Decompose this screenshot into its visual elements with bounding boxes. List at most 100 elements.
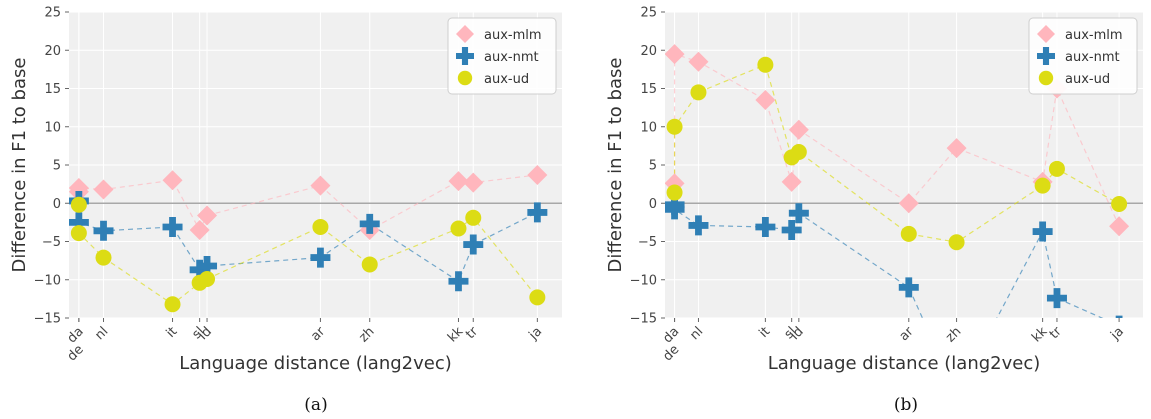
x-tick-label: ar <box>897 324 917 344</box>
data-point-aux-nmt <box>197 255 218 276</box>
x-tick-label: kk <box>445 324 467 346</box>
x-tick-label: nl <box>687 324 706 343</box>
legend-label-aux-mlm: aux-mlm <box>484 28 542 43</box>
legend-marker-aux-ud <box>1038 70 1054 86</box>
data-point-aux-ud <box>1048 160 1065 177</box>
y-tick-label: 5 <box>53 159 61 174</box>
legend-label-aux-nmt: aux-nmt <box>1065 50 1120 65</box>
data-point-aux-mlm <box>310 175 331 196</box>
data-point-aux-mlm <box>898 193 919 214</box>
data-point-aux-nmt <box>1115 315 1123 318</box>
data-point-aux-nmt <box>688 215 709 236</box>
legend-marker-aux-ud <box>457 70 473 86</box>
legend-label-aux-ud: aux-ud <box>484 72 529 87</box>
data-point-aux-ud <box>70 196 87 213</box>
data-point-aux-mlm <box>527 164 548 185</box>
legend-box <box>447 17 557 95</box>
data-point-aux-nmt <box>781 220 802 241</box>
y-tick-label: 5 <box>649 159 657 174</box>
legend-label-aux-ud: aux-ud <box>1065 72 1110 87</box>
data-point-aux-mlm <box>93 179 114 200</box>
data-point-aux-mlm <box>197 205 218 226</box>
data-point-aux-ud <box>690 84 707 101</box>
data-point-aux-mlm <box>69 177 89 198</box>
y-tick-label: 25 <box>640 6 657 21</box>
y-tick-label: 25 <box>44 6 61 21</box>
data-point-aux-mlm <box>755 89 776 110</box>
data-point-aux-ud <box>790 143 807 160</box>
data-point-aux-ud <box>757 56 774 73</box>
x-tick-label: it <box>756 324 773 341</box>
figure-caption: (b) <box>894 395 918 415</box>
y-tick-label: −10 <box>630 273 657 288</box>
y-tick-label: 10 <box>44 120 61 135</box>
data-point-aux-nmt <box>527 202 548 223</box>
data-point-aux-mlm <box>781 171 802 192</box>
data-point-aux-ud <box>666 118 683 135</box>
x-tick-label: nl <box>92 324 111 343</box>
y-tick-label: 15 <box>44 82 61 97</box>
x-tick-label: tr <box>1047 324 1065 342</box>
data-point-aux-nmt <box>69 212 89 233</box>
data-point-aux-nmt <box>189 259 210 280</box>
x-tick-label: ja <box>526 324 546 344</box>
plot-area <box>69 164 548 313</box>
y-tick-label: 20 <box>640 44 657 59</box>
data-point-aux-mlm <box>688 51 709 72</box>
plot-area <box>665 44 1130 318</box>
data-point-aux-ud <box>1111 196 1128 213</box>
y-tick-label: 10 <box>640 120 657 135</box>
y-tick-label: −15 <box>630 312 657 327</box>
data-point-aux-ud <box>361 256 378 273</box>
series-line-aux-ud <box>673 63 1120 243</box>
x-tick-label: zh <box>943 324 964 345</box>
x-tick-label: ar <box>308 324 328 344</box>
data-point-aux-nmt <box>93 220 114 241</box>
y-tick-label: 20 <box>44 44 61 59</box>
x-axis-label: Language distance (lang2vec) <box>768 353 1041 374</box>
y-tick-label: 15 <box>640 82 657 97</box>
x-tick-label: it <box>164 324 181 341</box>
data-point-aux-ud <box>450 220 467 237</box>
data-point-aux-ud <box>312 218 329 235</box>
y-tick-label: 0 <box>649 197 657 212</box>
data-point-aux-nmt <box>463 234 484 255</box>
legend-label-aux-nmt: aux-nmt <box>484 50 539 65</box>
data-point-aux-ud <box>1034 177 1051 194</box>
data-point-aux-mlm <box>946 138 967 159</box>
legend-box <box>1028 17 1138 95</box>
legend-marker-aux-mlm <box>456 25 474 43</box>
data-point-aux-ud <box>70 225 87 242</box>
data-point-aux-nmt <box>310 247 331 268</box>
legend: aux-mlm aux-nmt aux-ud <box>1028 17 1138 95</box>
data-point-aux-ud <box>465 209 482 226</box>
x-axis-label: Language distance (lang2vec) <box>179 353 452 374</box>
data-point-aux-nmt <box>1032 221 1053 242</box>
x-tick-label: zh <box>356 324 377 345</box>
x-tick-label: kk <box>1029 324 1051 346</box>
legend-marker-aux-nmt <box>1037 47 1055 65</box>
legend-label-aux-mlm: aux-mlm <box>1065 28 1123 43</box>
y-tick-label: −15 <box>34 312 61 327</box>
y-tick-label: 0 <box>53 197 61 212</box>
data-point-aux-ud <box>164 296 181 313</box>
data-point-aux-mlm <box>665 44 685 65</box>
data-point-aux-ud <box>900 225 917 242</box>
data-point-aux-ud <box>529 289 546 306</box>
y-axis-label: Difference in F1 to base <box>605 58 626 273</box>
data-point-aux-nmt <box>898 277 919 298</box>
legend-marker-aux-nmt <box>456 47 474 65</box>
data-point-aux-ud <box>666 184 683 201</box>
data-point-aux-nmt <box>788 203 809 224</box>
data-point-aux-mlm <box>189 220 210 241</box>
legend: aux-mlm aux-nmt aux-ud <box>447 17 557 95</box>
data-point-aux-ud <box>95 249 112 266</box>
data-point-aux-mlm <box>448 171 469 192</box>
data-point-aux-mlm <box>1109 216 1130 237</box>
figure-caption: (a) <box>304 395 327 415</box>
y-tick-label: −5 <box>42 235 61 250</box>
y-tick-label: −5 <box>638 235 657 250</box>
x-tick-label: ja <box>1107 324 1127 344</box>
